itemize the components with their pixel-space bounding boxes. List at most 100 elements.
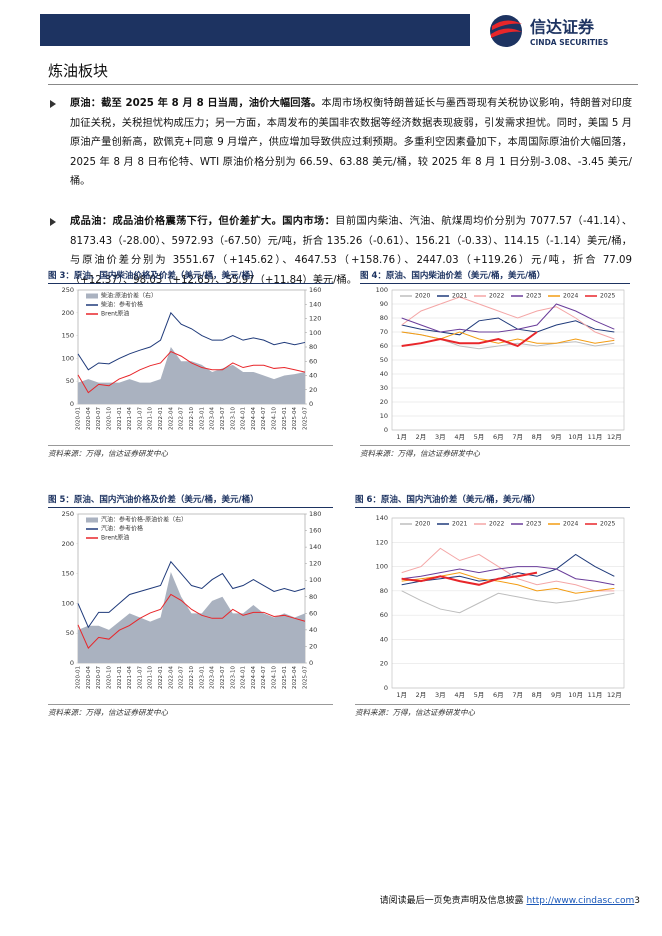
footer-link[interactable]: http://www.cindasc.com — [526, 896, 635, 906]
footer-text: 请阅读最后一页免责声明及信息披露 — [379, 896, 524, 906]
y-tick-label: 30 — [380, 384, 388, 392]
y2-tick-label: 80 — [309, 343, 317, 351]
x-tick-label: 2024-01 — [241, 407, 247, 430]
line — [401, 566, 615, 586]
y-tick-label: 80 — [380, 587, 388, 595]
y-tick-label: 10 — [380, 412, 388, 420]
chart: 0 50 100 150 200 250 0 20 40 60 80 100 120 140 160 180 2… — [62, 510, 322, 689]
x-tick-label: 2025-04 — [292, 666, 298, 689]
y2-tick-label: 80 — [309, 593, 317, 601]
legend-label: 2024 — [563, 521, 578, 528]
y2-tick-label: 20 — [309, 642, 317, 650]
y-tick-label: 250 — [62, 286, 74, 294]
y-tick-label: 100 — [62, 354, 74, 362]
chart: 0 10 20 30 40 50 60 70 80 90 100 1月 2月 3月 4月 5月 6月 7月 8月 9月… — [376, 286, 625, 441]
x-tick-label: 2月 — [416, 691, 427, 699]
line — [401, 571, 538, 586]
x-tick-label: 2025-01 — [282, 666, 288, 689]
x-tick-label: 2022-01 — [158, 666, 164, 689]
x-tick-label: 6月 — [493, 691, 504, 699]
x-tick-label: 10月 — [568, 691, 583, 699]
x-tick-label: 1月 — [396, 433, 407, 441]
x-tick-label: 2021-10 — [148, 666, 154, 689]
y-tick-label: 0 — [70, 659, 74, 667]
area — [78, 347, 305, 404]
header-band — [40, 14, 470, 46]
line — [77, 350, 306, 394]
x-tick-label: 2020-04 — [86, 407, 92, 430]
figure-caption: 图 5：原油、国内汽油价格及价差（美元/桶，美元/桶） — [48, 493, 333, 508]
x-tick-label: 2月 — [416, 433, 427, 441]
line — [401, 590, 615, 614]
x-tick-label: 8月 — [532, 433, 543, 441]
logo-subtext: CINDA SECURITIES — [530, 38, 608, 47]
footer: 请阅读最后一页免责声明及信息披露 http://www.cindasc.com3 — [380, 893, 640, 906]
paragraph: 原油：截至 2025 年 8 月 8 日当周，油价大幅回落。本周市场权衡特朗普延… — [50, 94, 632, 192]
x-tick-label: 2025-07 — [303, 666, 309, 689]
x-tick-label: 2020-04 — [86, 666, 92, 689]
x-tick-label: 4月 — [454, 433, 465, 441]
legend-label: Brent原油 — [101, 534, 129, 542]
legend-label: 2020 — [415, 521, 430, 528]
y2-tick-label: 60 — [309, 357, 317, 365]
x-tick-label: 2025-07 — [303, 407, 309, 430]
x-tick-label: 2020-07 — [96, 407, 102, 430]
y-tick-label: 20 — [380, 660, 388, 668]
divider — [48, 84, 638, 85]
x-tick-label: 2021-04 — [127, 407, 133, 430]
y-tick-label: 100 — [62, 599, 74, 607]
y-tick-label: 70 — [380, 328, 388, 336]
y-tick-label: 40 — [380, 370, 388, 378]
y-tick-label: 50 — [66, 377, 74, 385]
x-tick-label: 2021-10 — [148, 407, 154, 430]
x-tick-label: 1月 — [396, 691, 407, 699]
x-tick-label: 2023-07 — [220, 666, 226, 689]
x-tick-label: 2023-01 — [199, 407, 205, 430]
x-tick-label: 2023-04 — [210, 666, 216, 689]
y2-tick-label: 60 — [309, 609, 317, 617]
x-tick-label: 2021-01 — [117, 666, 123, 689]
legend-label: 2023 — [526, 293, 541, 300]
figure-caption: 图 3：原油、国内柴油价格及价差（美元/桶，美元/桶） — [48, 269, 333, 284]
x-tick-label: 2021-01 — [117, 407, 123, 430]
paragraph: 成品油：成品油价格震荡下行，但价差扩大。国内市场：目前国内柴油、汽油、航煤周均价… — [50, 212, 632, 290]
legend-label: 2021 — [452, 293, 467, 300]
y-tick-label: 0 — [384, 426, 388, 434]
lead: 成品油：成品油价格震荡下行，但价差扩大。国内市场： — [70, 216, 336, 227]
y-tick-label: 60 — [380, 611, 388, 619]
y-tick-label: 60 — [380, 342, 388, 350]
x-tick-label: 5月 — [474, 691, 485, 699]
line — [77, 560, 306, 629]
body: 目前国内柴油、汽油、航煤周均价分别为 7077.57（-41.14）、8173.… — [70, 216, 633, 286]
y-tick-label: 90 — [380, 300, 388, 308]
x-tick-label: 7月 — [512, 691, 523, 699]
y-tick-label: 120 — [376, 538, 388, 546]
y-tick-label: 80 — [380, 314, 388, 322]
y-tick-label: 20 — [380, 398, 388, 406]
legend-swatch — [86, 293, 98, 299]
legend-label: 2023 — [526, 521, 541, 528]
x-tick-label: 6月 — [493, 433, 504, 441]
x-tick-label: 2025-04 — [292, 407, 298, 430]
y2-tick-label: 40 — [309, 372, 317, 380]
legend-label: 2025 — [600, 293, 615, 300]
y-tick-label: 0 — [70, 400, 74, 408]
chart: 0 50 100 150 200 250 0 20 40 60 80 100 120 140 160 2020… — [62, 286, 322, 430]
x-tick-label: 7月 — [512, 433, 523, 441]
line — [401, 547, 615, 592]
y-tick-label: 100 — [376, 563, 388, 571]
x-tick-label: 2024-07 — [261, 666, 267, 689]
y-tick-label: 150 — [62, 570, 74, 578]
x-tick-label: 2021-07 — [137, 666, 143, 689]
line — [401, 296, 615, 340]
page-number: 3 — [634, 896, 640, 906]
lead: 原油：截至 2025 年 8 月 8 日当周，油价大幅回落。 — [70, 98, 322, 109]
figure-caption: 图 4：原油、国内柴油价差（美元/桶，美元/桶） — [360, 269, 630, 284]
legend-label: 2024 — [563, 293, 578, 300]
line — [401, 331, 615, 344]
figure-source: 资料来源：万得，信达证券研发中心 — [48, 445, 333, 459]
x-tick-label: 10月 — [568, 433, 583, 441]
y2-tick-label: 0 — [309, 400, 313, 408]
y-tick-label: 200 — [62, 540, 74, 548]
